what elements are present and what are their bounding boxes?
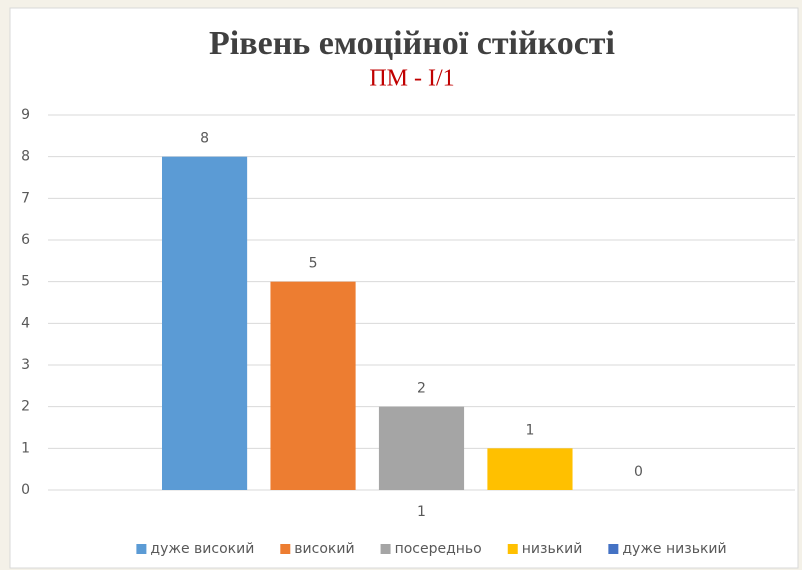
bar: [487, 448, 573, 490]
chart-subtitle: ПМ - І/1: [369, 66, 454, 92]
chart-title: Рівень емоційної стійкості: [209, 25, 615, 62]
legend-swatch: [608, 544, 619, 554]
y-tick-label: 5: [21, 274, 30, 290]
legend-swatch: [136, 544, 147, 554]
y-tick-label: 8: [21, 149, 30, 165]
data-label: 2: [417, 381, 426, 397]
legend-swatch: [507, 544, 518, 554]
data-label: 1: [526, 422, 535, 438]
y-tick-label: 7: [21, 190, 30, 206]
legend-label: посередньо: [395, 541, 482, 557]
bar: [270, 281, 356, 490]
legend-label: низький: [522, 541, 583, 557]
legend-label: високий: [294, 541, 354, 557]
y-tick-label: 9: [21, 107, 30, 123]
y-tick-label: 2: [21, 399, 30, 415]
legend-swatch: [280, 544, 291, 554]
y-tick-label: 6: [21, 232, 30, 248]
legend-swatch: [380, 544, 391, 554]
y-tick-label: 1: [21, 440, 30, 456]
data-label: 0: [634, 464, 643, 480]
x-tick-label: 1: [417, 504, 426, 520]
data-label: 5: [309, 256, 318, 272]
y-tick-label: 4: [21, 315, 30, 331]
bar: [161, 156, 248, 490]
legend-label: дуже низький: [622, 541, 726, 557]
y-tick-label: 3: [21, 357, 30, 373]
legend-label: дуже високий: [150, 541, 254, 557]
y-tick-label: 0: [21, 482, 30, 498]
data-label: 8: [200, 131, 209, 147]
bar: [378, 406, 465, 490]
